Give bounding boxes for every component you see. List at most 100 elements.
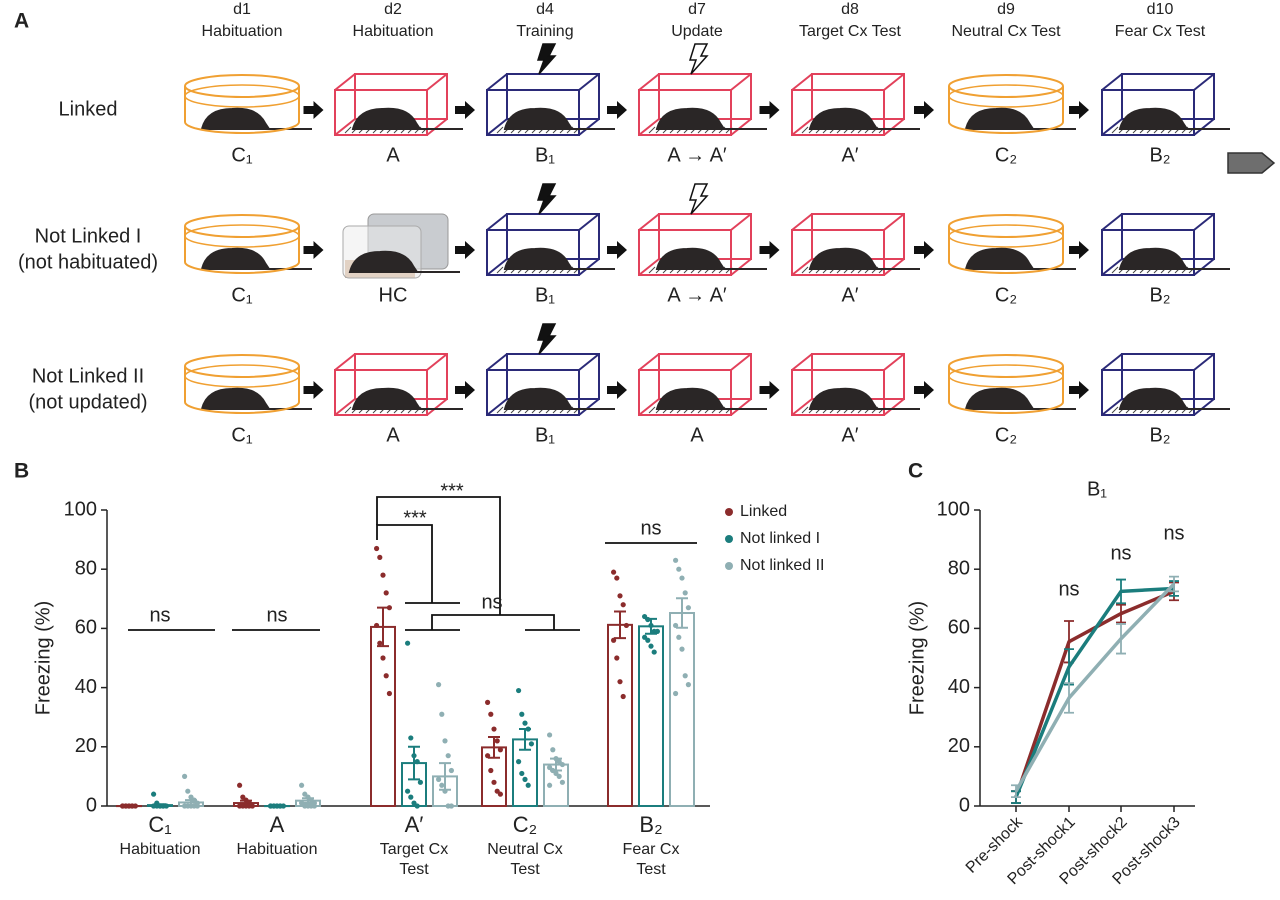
box-edge [638, 398, 660, 416]
day-label: d7 [688, 1, 706, 18]
data-point [377, 554, 383, 560]
data-point [436, 776, 442, 782]
context-label: A′ [841, 144, 858, 166]
mouse [351, 387, 463, 410]
box-edge [638, 73, 660, 91]
error-bar [519, 728, 531, 751]
data-point [448, 767, 454, 774]
error-bar [550, 757, 562, 772]
flow-arrow [303, 241, 324, 259]
legend-marker [725, 508, 733, 516]
cylinder-body [948, 86, 1064, 134]
data-point [519, 711, 525, 717]
x-tick-label: B₂ [639, 812, 662, 837]
error-bar [1116, 578, 1126, 605]
data-point [488, 711, 494, 717]
error-bar [1011, 784, 1021, 799]
data-point [386, 605, 392, 611]
box-edge [791, 353, 813, 371]
data-point [377, 640, 383, 646]
data-point [519, 770, 525, 777]
box-edge [638, 353, 660, 371]
day-label: d4 [536, 1, 554, 18]
data-point [491, 726, 497, 732]
data-point [448, 803, 454, 809]
data-point [556, 773, 562, 780]
box-edge [426, 353, 448, 371]
grid-floor [801, 126, 809, 134]
mouse [655, 247, 767, 270]
legend-marker [725, 535, 733, 543]
box-edge [730, 398, 752, 416]
data-point [374, 622, 380, 629]
box-edge [791, 213, 813, 231]
box-edge [1193, 398, 1215, 416]
data-point [380, 655, 386, 661]
data-point [383, 673, 389, 679]
data-point [439, 782, 445, 788]
box-edge [334, 353, 356, 371]
data-point [673, 622, 679, 629]
context-box [638, 73, 752, 136]
box-edge [1193, 73, 1215, 91]
data-point [522, 720, 528, 726]
box-edge [883, 213, 905, 231]
data-point [559, 779, 566, 785]
data-point [237, 782, 243, 788]
data-point [497, 747, 503, 753]
data-point [673, 690, 679, 697]
grid-floor [344, 406, 352, 414]
flow-arrow [607, 241, 627, 259]
day-label: d1 [233, 1, 251, 18]
significance-label: ns [481, 591, 502, 613]
mouse [655, 387, 767, 410]
data-point [439, 711, 445, 717]
phase-label: Neutral Cx Test [951, 23, 1061, 40]
context-label: HC [379, 284, 408, 306]
significance-label: ns [1110, 542, 1131, 564]
mouse [351, 107, 463, 130]
data-point [528, 741, 535, 747]
data-point [654, 628, 661, 634]
error-bar [154, 803, 166, 807]
day-label: d9 [997, 1, 1015, 18]
flow-arrow [303, 101, 324, 119]
box-edge [883, 353, 905, 371]
shock-icon [688, 183, 709, 215]
x-tick-sublabel: Habituation [120, 841, 201, 858]
significance-bracket [376, 524, 460, 604]
context-label: C₂ [995, 284, 1017, 306]
data-point [386, 690, 392, 697]
flow-arrow [914, 381, 934, 399]
box-edge [791, 118, 813, 136]
box-front [791, 369, 885, 416]
data-point [374, 545, 380, 552]
grid-floor [496, 406, 504, 414]
context-label: B₁ [535, 424, 555, 446]
chart-title: B₁ [1087, 478, 1107, 500]
significance-bracket [376, 496, 501, 615]
flow-arrow [1069, 101, 1089, 119]
x-tick-sublabel: Test [399, 861, 429, 878]
box-edge [883, 258, 905, 276]
context-label: A [690, 424, 704, 446]
box-edge [638, 118, 660, 136]
error-bar [185, 799, 197, 806]
phase-label: Habituation [202, 23, 283, 40]
box-front [638, 89, 732, 136]
data-point [414, 759, 420, 765]
x-tick-label: A′ [405, 812, 424, 837]
box-edge [730, 213, 752, 231]
flow-arrow [455, 381, 475, 399]
box-front [791, 89, 885, 136]
box-edge [1193, 258, 1215, 276]
flow-arrow [455, 241, 475, 259]
y-tick-label: 0 [86, 794, 97, 816]
bar [638, 625, 664, 807]
next-arrow[interactable] [1227, 152, 1276, 174]
box-edge [883, 73, 905, 91]
legend-marker [725, 562, 733, 570]
cylinder-top [948, 74, 1064, 98]
data-point [383, 590, 389, 596]
data-point [614, 575, 620, 581]
